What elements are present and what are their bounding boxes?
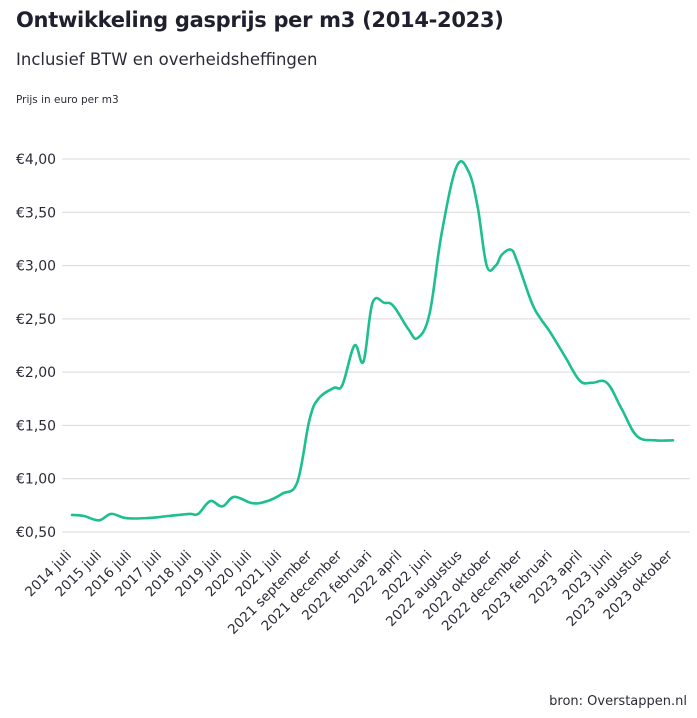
y-axis-unit-label: Prijs in euro per m3 — [16, 94, 119, 106]
gas-price-series-line — [70, 160, 675, 522]
y-tick-label: €3,50 — [16, 205, 56, 221]
y-tick-label: €4,00 — [16, 152, 56, 168]
y-tick-label: €2,50 — [16, 312, 56, 328]
y-tick-label: €1,00 — [16, 472, 56, 488]
y-tick-label: €3,00 — [16, 259, 56, 275]
y-tick-label: €0,50 — [16, 525, 56, 541]
series-lines — [70, 160, 675, 522]
page-title: Ontwikkeling gasprijs per m3 (2014-2023) — [16, 8, 504, 32]
grid-lines — [62, 158, 690, 533]
y-tick-label: €1,50 — [16, 418, 56, 434]
y-tick-label: €2,00 — [16, 365, 56, 381]
source-credit: bron: Overstappen.nl — [549, 694, 687, 709]
y-tick-labels: €0,50 €1,00 €1,50 €2,00 €2,50 €3,00 €3,50 €4,00 — [16, 152, 56, 541]
page-subtitle: Inclusief BTW en overheidsheffingen — [16, 50, 318, 69]
